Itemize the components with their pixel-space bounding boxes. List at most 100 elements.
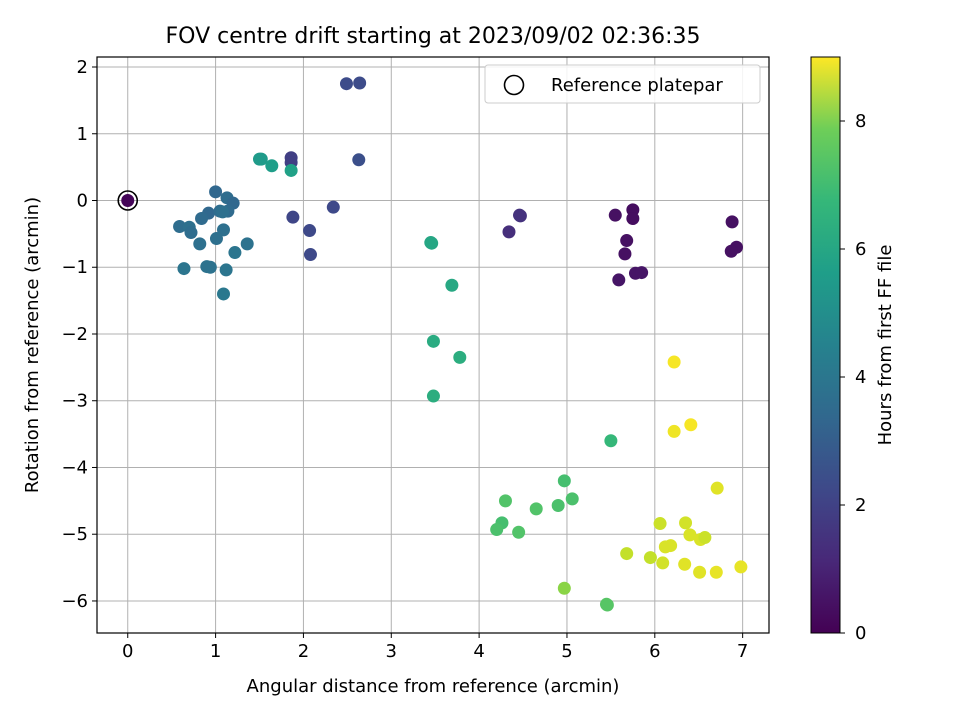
plot-frame — [96, 56, 770, 634]
y-tick-label: −5 — [61, 524, 88, 545]
data-point — [265, 159, 279, 173]
data-point — [209, 232, 223, 246]
data-point — [173, 220, 187, 234]
data-point — [425, 236, 439, 250]
data-point — [608, 208, 622, 222]
data-point — [177, 262, 191, 276]
data-point — [725, 215, 739, 229]
data-point — [228, 246, 242, 260]
data-point — [635, 266, 649, 280]
data-point — [216, 223, 230, 237]
legend-entry-label: Reference platepar — [551, 75, 723, 96]
legend-box — [484, 64, 761, 104]
data-point — [184, 226, 198, 240]
y-axis-ticks: −6 −5 −4 −3 −2 −1 0 1 2 — [61, 57, 97, 612]
data-point — [653, 517, 667, 531]
data-point — [216, 287, 230, 301]
colorbar-tick-label: 4 — [855, 367, 866, 388]
data-point — [216, 205, 230, 219]
y-tick-label: −3 — [61, 391, 88, 412]
data-point — [557, 581, 571, 595]
legend-reference-marker-icon — [503, 74, 525, 96]
y-axis-label: Rotation from reference (arcmin) — [22, 197, 43, 493]
x-axis-label: Angular distance from reference (arcmin) — [247, 676, 620, 697]
data-point — [557, 474, 571, 488]
data-point — [667, 355, 681, 369]
y-tick-label: −4 — [61, 457, 88, 478]
x-tick-label: 3 — [386, 641, 397, 662]
data-point — [678, 557, 692, 571]
data-point — [600, 598, 614, 612]
colorbar-tick-label: 0 — [855, 623, 866, 644]
x-tick-label: 7 — [737, 641, 748, 662]
data-point — [734, 560, 748, 574]
data-point — [709, 565, 723, 579]
y-tick-label: 1 — [77, 124, 88, 145]
data-point — [693, 565, 707, 579]
data-point — [498, 494, 512, 508]
data-point — [286, 210, 300, 224]
y-tick-label: −6 — [61, 591, 88, 612]
data-point — [240, 237, 254, 251]
data-point — [620, 547, 634, 561]
data-point — [426, 389, 440, 403]
data-point — [643, 551, 657, 565]
data-points — [121, 76, 748, 612]
data-point — [698, 531, 712, 545]
data-point — [512, 525, 526, 539]
data-point — [618, 247, 632, 261]
data-point — [203, 260, 217, 274]
data-point — [303, 224, 317, 238]
data-point — [445, 278, 459, 292]
colorbar-tick-label: 6 — [855, 239, 866, 260]
colorbar-ticks: 0 2 4 6 8 — [840, 111, 866, 644]
data-point — [339, 77, 353, 91]
x-axis-ticks: 0 1 2 3 4 5 6 7 — [122, 633, 748, 662]
y-tick-label: 0 — [77, 190, 88, 211]
data-point — [284, 163, 298, 177]
data-point — [195, 212, 209, 226]
x-tick-label: 1 — [210, 641, 221, 662]
data-point — [551, 499, 565, 513]
data-point — [326, 200, 340, 214]
data-point — [513, 209, 527, 223]
x-tick-label: 0 — [122, 641, 133, 662]
data-point — [626, 212, 640, 226]
data-point — [303, 248, 317, 262]
legend: Reference platepar — [484, 64, 761, 104]
grid — [97, 57, 769, 633]
y-tick-label: 2 — [77, 57, 88, 78]
data-point — [710, 481, 724, 495]
data-point — [121, 193, 135, 207]
data-point — [667, 424, 681, 438]
data-point — [724, 244, 738, 258]
data-point — [353, 76, 367, 90]
x-tick-label: 6 — [649, 641, 660, 662]
data-point — [219, 263, 233, 277]
data-point — [679, 516, 693, 530]
data-point — [490, 523, 504, 537]
colorbar-label: Hours from first FF file — [875, 245, 896, 446]
data-point — [604, 434, 618, 448]
x-tick-label: 5 — [561, 641, 572, 662]
data-point — [683, 528, 697, 542]
data-point — [529, 502, 543, 516]
chart-title: FOV centre drift starting at 2023/09/02 … — [166, 24, 701, 49]
x-tick-label: 2 — [298, 641, 309, 662]
data-point — [656, 556, 670, 570]
colorbar — [810, 56, 841, 634]
data-point — [620, 234, 634, 248]
data-point — [193, 237, 207, 251]
data-point — [453, 350, 467, 364]
data-point — [502, 225, 516, 239]
colorbar-tick-label: 2 — [855, 495, 866, 516]
data-point — [209, 185, 223, 199]
data-point — [612, 273, 626, 287]
y-tick-label: −1 — [61, 257, 88, 278]
data-point — [426, 334, 440, 348]
data-point — [352, 153, 366, 167]
data-point — [565, 492, 579, 506]
data-point — [664, 539, 678, 553]
data-point — [684, 418, 698, 432]
